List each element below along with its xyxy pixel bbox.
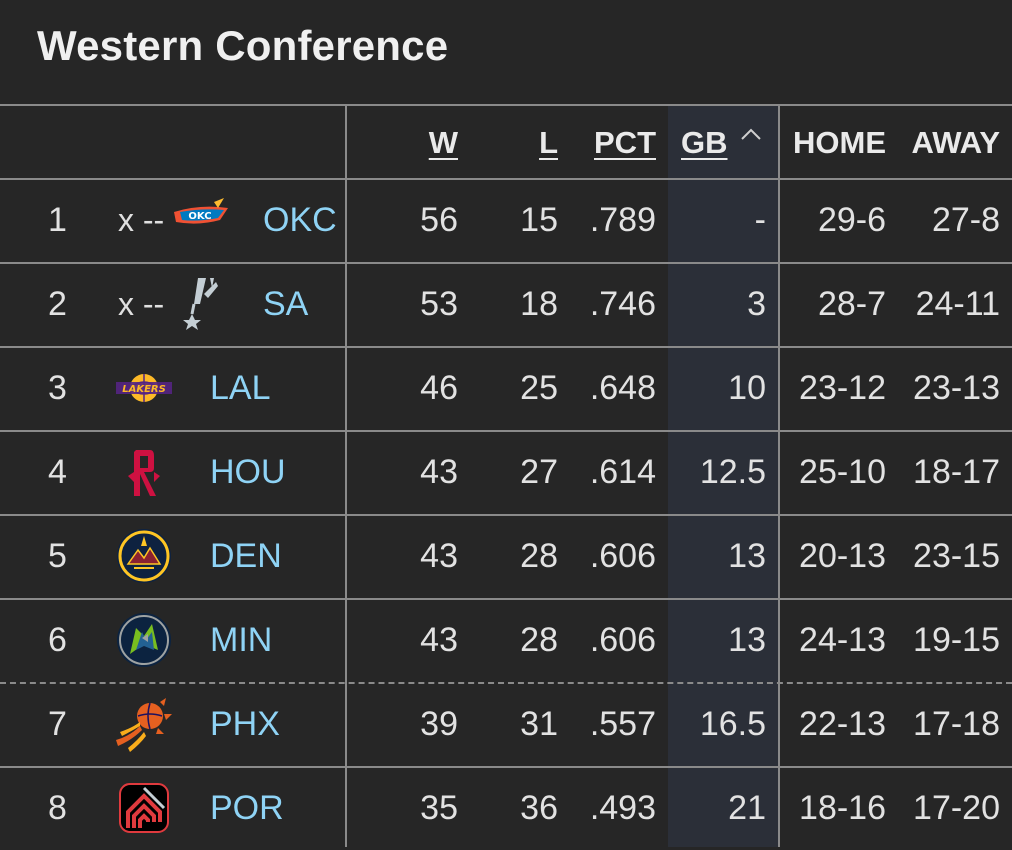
col-header-l[interactable]: L (539, 125, 558, 160)
rank-cell: 6 (48, 621, 67, 659)
rockets-logo[interactable] (114, 442, 174, 502)
rank-cell: 2 (48, 285, 67, 323)
pct-cell: .493 (589, 789, 656, 827)
away-record-cell: 23-13 (913, 369, 1000, 407)
table-row[interactable]: 7 PHX 39 31 .557 16.5 22-13 17-18 (0, 682, 1012, 768)
losses-cell: 25 (520, 369, 558, 407)
away-record-cell: 17-18 (913, 705, 1000, 743)
title-bar: Western Conference (0, 0, 1012, 104)
gb-cell: 10 (728, 369, 766, 407)
col-header-gb[interactable]: GB (681, 125, 728, 160)
away-record-cell: 19-15 (913, 621, 1000, 659)
wins-cell: 43 (420, 621, 458, 659)
col-header-home: HOME (793, 125, 886, 160)
standings-table: W L PCT GB HOME AWAY (0, 104, 1012, 849)
gb-cell: 12.5 (699, 453, 766, 491)
pct-cell: .614 (589, 453, 656, 491)
column-divider (778, 104, 780, 847)
rank-cell: 4 (48, 453, 67, 491)
okc-thunder-logo[interactable]: OKC (170, 190, 230, 250)
losses-cell: 31 (520, 705, 558, 743)
page-title: Western Conference (37, 22, 449, 69)
nuggets-logo[interactable] (114, 526, 174, 586)
gb-cell: 21 (728, 789, 766, 827)
home-record-cell: 29-6 (817, 201, 886, 239)
wins-cell: 35 (420, 789, 458, 827)
pct-cell: .789 (589, 201, 656, 239)
team-link[interactable]: LAL (210, 369, 271, 407)
wins-cell: 56 (420, 201, 458, 239)
col-header-away: AWAY (911, 125, 1000, 160)
wins-cell: 39 (420, 705, 458, 743)
losses-cell: 18 (520, 285, 558, 323)
spurs-logo[interactable] (170, 274, 230, 334)
losses-cell: 28 (520, 621, 558, 659)
losses-cell: 28 (520, 537, 558, 575)
home-record-cell: 20-13 (799, 537, 886, 575)
losses-cell: 27 (520, 453, 558, 491)
home-record-cell: 28-7 (817, 285, 886, 323)
away-record-cell: 27-8 (931, 201, 1000, 239)
pct-cell: .648 (589, 369, 656, 407)
svg-text:OKC: OKC (188, 211, 211, 222)
clinch-indicator: x -- (118, 202, 165, 238)
rank-cell: 1 (48, 201, 67, 239)
table-row[interactable]: 1 x -- OKC OKC 56 15 .789 - 29-6 27-8 (0, 178, 1012, 264)
gb-cell: 13 (728, 537, 766, 575)
table-row[interactable]: 8 POR 35 36 .493 21 18-16 17-20 (0, 766, 1012, 850)
pct-cell: .746 (589, 285, 656, 323)
table-row[interactable]: 2 x -- SA 53 18 .746 3 28-7 24-11 (0, 262, 1012, 348)
team-link[interactable]: POR (210, 789, 284, 827)
table-row[interactable]: 6 MIN 43 28 .606 13 24-13 19-15 (0, 598, 1012, 684)
gb-cell: 3 (747, 285, 766, 323)
table-row[interactable]: 4 HOU 43 27 .614 12.5 25-10 18-17 (0, 430, 1012, 516)
losses-cell: 15 (520, 201, 558, 239)
suns-logo[interactable] (114, 694, 174, 754)
away-record-cell: 17-20 (913, 789, 1000, 827)
gb-cell: 16.5 (699, 705, 766, 743)
svg-text:LAKERS: LAKERS (122, 384, 166, 395)
team-link[interactable]: HOU (210, 453, 286, 491)
pct-cell: .557 (589, 705, 656, 743)
away-record-cell: 23-15 (913, 537, 1000, 575)
sort-ascending-icon[interactable] (740, 106, 764, 180)
losses-cell: 36 (520, 789, 558, 827)
team-link[interactable]: OKC (263, 201, 337, 239)
away-record-cell: 24-11 (915, 285, 1000, 323)
table-row[interactable]: 3 LAKERS LAL 46 25 .648 10 23-12 23-13 (0, 346, 1012, 432)
home-record-cell: 18-16 (799, 789, 886, 827)
wins-cell: 53 (420, 285, 458, 323)
timberwolves-logo[interactable] (114, 610, 174, 670)
lakers-logo[interactable]: LAKERS (114, 358, 174, 418)
table-row[interactable]: 5 DEN 43 28 .606 13 20-13 23-15 (0, 514, 1012, 600)
trail-blazers-logo[interactable] (114, 778, 174, 838)
home-record-cell: 23-12 (799, 369, 886, 407)
wins-cell: 43 (420, 453, 458, 491)
team-link[interactable]: DEN (210, 537, 282, 575)
col-header-w[interactable]: W (428, 125, 458, 160)
rank-cell: 5 (48, 537, 67, 575)
pct-cell: .606 (589, 537, 656, 575)
home-record-cell: 22-13 (799, 705, 886, 743)
col-header-pct[interactable]: PCT (594, 125, 656, 160)
gb-column-highlight (668, 106, 778, 847)
wins-cell: 46 (420, 369, 458, 407)
clinch-indicator: x -- (118, 286, 165, 322)
table-header-row: W L PCT GB HOME AWAY (0, 106, 1012, 180)
team-link[interactable]: SA (263, 285, 309, 323)
gb-cell: - (754, 201, 766, 239)
rank-cell: 8 (48, 789, 67, 827)
team-link[interactable]: MIN (210, 621, 273, 659)
team-link[interactable]: PHX (210, 705, 280, 743)
home-record-cell: 25-10 (799, 453, 886, 491)
home-record-cell: 24-13 (799, 621, 886, 659)
away-record-cell: 18-17 (913, 453, 1000, 491)
pct-cell: .606 (589, 621, 656, 659)
column-divider (345, 104, 347, 847)
rank-cell: 3 (48, 369, 67, 407)
rank-cell: 7 (48, 705, 67, 743)
wins-cell: 43 (420, 537, 458, 575)
gb-cell: 13 (728, 621, 766, 659)
